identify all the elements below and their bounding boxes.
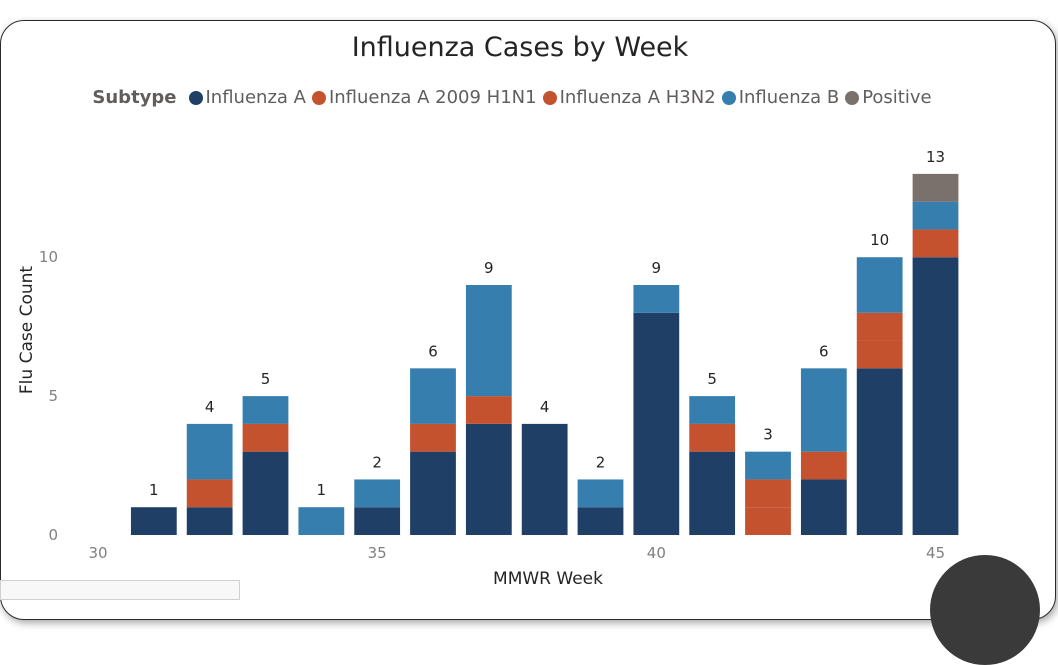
y-tick-label: 5 [48, 387, 58, 405]
bar-segment[interactable] [633, 285, 680, 313]
data-label: 1 [317, 481, 327, 499]
bar-segment[interactable] [130, 507, 177, 535]
data-label: 5 [707, 370, 717, 388]
overlay-panel [0, 580, 240, 600]
legend-items: Influenza A Influenza A 2009 H1N1 Influenz… [188, 87, 938, 108]
data-label: 5 [261, 370, 271, 388]
bar-segment[interactable] [410, 423, 456, 452]
bar-segment[interactable] [465, 423, 512, 535]
legend-title: Subtype [92, 87, 177, 108]
bar-segment[interactable] [912, 201, 959, 230]
bar-segment[interactable] [186, 507, 233, 535]
chart-title: Influenza Cases by Week [351, 32, 689, 63]
bar-segment[interactable] [186, 479, 233, 508]
legend-marker [845, 90, 860, 105]
x-tick-label: 40 [647, 544, 666, 562]
bar-segment[interactable] [298, 507, 345, 535]
bar-segment[interactable] [242, 451, 289, 535]
bar-segment[interactable] [577, 507, 624, 535]
bar-segment[interactable] [242, 396, 289, 424]
data-label: 4 [540, 398, 550, 416]
bar-segment[interactable] [354, 479, 401, 508]
legend-label: Influenza A [205, 87, 306, 108]
bar-segment[interactable] [800, 479, 847, 535]
legend-label: Influenza A H3N2 [559, 87, 716, 108]
data-label: 3 [763, 426, 773, 444]
bar-segment[interactable] [800, 368, 847, 452]
y-axis-title: Flu Case Count [17, 266, 37, 395]
bar-segment[interactable] [912, 173, 959, 202]
bar-segment[interactable] [633, 312, 680, 535]
data-label: 9 [484, 259, 494, 277]
bar-segment[interactable] [689, 396, 736, 424]
legend-label: Influenza A 2009 H1N1 [328, 87, 537, 108]
bar-segment[interactable] [745, 507, 791, 535]
legend-item-2[interactable]: Influenza A H3N2 [542, 87, 716, 108]
legend-marker [311, 90, 326, 105]
legend: Subtype Influenza A Influenza A 2009 H1N1… [0, 87, 1030, 108]
legend-label: Influenza B [738, 87, 840, 108]
x-tick-label: 30 [88, 544, 107, 562]
bar-segment[interactable] [689, 423, 736, 452]
bar-segment[interactable] [465, 396, 512, 424]
bar-segment[interactable] [856, 368, 903, 535]
bar-segment[interactable] [410, 368, 456, 424]
bar-segment[interactable] [800, 451, 847, 480]
y-tick-label: 10 [39, 248, 58, 266]
legend-marker [188, 90, 203, 105]
x-tick-label: 35 [368, 544, 387, 562]
data-label: 6 [428, 342, 438, 360]
legend-item-3[interactable]: Influenza B [721, 87, 840, 108]
overlay-circle-button[interactable] [930, 555, 1040, 665]
bar-segment[interactable] [465, 285, 512, 397]
data-label: 1 [149, 481, 159, 499]
data-label: 9 [652, 259, 662, 277]
bar-segment[interactable] [912, 229, 959, 258]
data-label: 13 [926, 148, 945, 166]
data-label: 2 [372, 453, 382, 471]
x-axis-title: MMWR Week [493, 569, 603, 588]
data-label: 10 [870, 231, 889, 249]
data-label: 6 [819, 342, 829, 360]
data-label: 2 [596, 453, 606, 471]
legend-item-0[interactable]: Influenza A [188, 87, 306, 108]
y-tick-label: 0 [48, 526, 58, 544]
bar-segment[interactable] [856, 340, 903, 369]
legend-marker [542, 90, 557, 105]
bar-segment[interactable] [354, 507, 401, 535]
data-label: 4 [205, 398, 215, 416]
bar-segment[interactable] [745, 451, 791, 480]
bar-segment[interactable] [577, 479, 624, 508]
bar-segment[interactable] [912, 257, 959, 535]
bar-segment[interactable] [242, 423, 289, 452]
bar-segment[interactable] [186, 423, 233, 480]
legend-item-1[interactable]: Influenza A 2009 H1N1 [311, 87, 537, 108]
bar-segment[interactable] [856, 257, 903, 313]
x-tick-label: 45 [926, 544, 945, 562]
bar-segment[interactable] [856, 312, 903, 341]
bar-segment[interactable] [521, 423, 568, 535]
legend-item-4[interactable]: Positive [845, 87, 932, 108]
bar-segment[interactable] [745, 479, 791, 508]
legend-label: Positive [862, 87, 932, 108]
bar-segment[interactable] [410, 451, 456, 535]
bar-segment[interactable] [689, 451, 736, 535]
legend-marker [721, 90, 736, 105]
